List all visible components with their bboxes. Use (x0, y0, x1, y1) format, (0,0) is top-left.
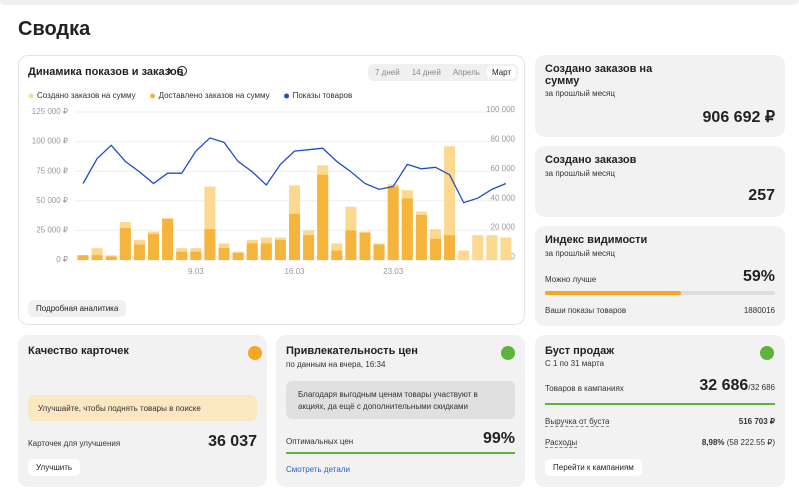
tab[interactable]: 14 дней (411, 68, 441, 77)
tab[interactable]: Апрель (452, 68, 480, 77)
expenses: 8,98% (58 222.55 ₽) (702, 438, 775, 447)
label: Оптимальных цен (286, 437, 354, 446)
quality-card: Качество карточек Улучшайте, чтобы подня… (18, 335, 267, 487)
campaigns-button[interactable]: Перейти к кампаниям (545, 459, 642, 476)
campaign-label: Товаров в кампаниях (545, 384, 624, 393)
top-bar (0, 0, 799, 5)
status: Можно лучше (545, 275, 597, 284)
improve-button[interactable]: Улучшить (28, 459, 81, 476)
details-link[interactable]: Смотреть детали (286, 465, 350, 474)
analytics-button[interactable]: Подробная аналитика (28, 300, 127, 317)
card-title: Создано заказов на сумму (545, 63, 653, 87)
tab[interactable]: 7 дней (375, 68, 400, 77)
card-subtitle: за прошлый месяц (545, 249, 615, 258)
tab[interactable]: Март (486, 66, 517, 79)
orders-count-card: Создано заказов за прошлый месяц 257 (535, 146, 785, 217)
campaign-total: /32 686 (748, 383, 775, 392)
ok-icon (760, 346, 774, 360)
notice: Улучшайте, чтобы поднять товары в поиске (28, 395, 257, 421)
revenue: 516 703 ₽ (738, 417, 775, 426)
card-title: Буст продаж (545, 345, 615, 357)
campaign-value: 32 686 (699, 377, 749, 394)
views-value: 1880016 (743, 306, 775, 315)
chart-title: Динамика показов и заказов (28, 66, 184, 78)
expenses-sum: (58 222.55 ₽) (726, 438, 775, 447)
value: 36 037 (208, 433, 257, 450)
views-label: Ваши показы товаров (545, 306, 627, 315)
progress-bar (545, 291, 681, 295)
card-subtitle: по данным на вчера, 16:34 (286, 360, 386, 369)
card-title: Создано заказов (545, 154, 637, 166)
visibility-card: Индекс видимости за прошлый месяц Можно … (535, 226, 785, 326)
warning-icon (248, 346, 262, 360)
notice: Благодаря выгодным ценам товары участвую… (286, 381, 515, 419)
revenue-label: Выручка от буста (545, 417, 610, 427)
expenses-label: Расходы (545, 438, 578, 448)
tabs: 7 дней 14 дней Апрель Март (368, 64, 519, 81)
progress-track (545, 291, 775, 295)
progress-line (545, 403, 775, 405)
card-subtitle: за прошлый месяц (545, 169, 615, 178)
card-title: Привлекательность цен (286, 345, 418, 357)
label: Карточек для улучшения (28, 439, 121, 448)
card-title: Индекс видимости (545, 234, 648, 246)
chart-card: Динамика показов и заказов 7 дней 14 дней… (18, 55, 525, 325)
orders-sum-card: Создано заказов на сумму за прошлый меся… (535, 55, 785, 137)
campaign: 32 686/32 686 (699, 377, 775, 395)
card-subtitle: С 1 по 31 марта (545, 359, 605, 368)
ok-icon (501, 346, 515, 360)
value: 99% (482, 430, 515, 447)
visibility-value: 59% (742, 268, 775, 285)
expenses-pct: 8,98% (701, 438, 725, 447)
boost-card: Буст продаж С 1 по 31 марта Товаров в ка… (535, 335, 785, 487)
price-card: Привлекательность цен по данным на вчера… (276, 335, 525, 487)
card-value: 257 (748, 187, 775, 204)
card-value: 906 692 ₽ (702, 109, 775, 126)
page-title: Сводка (18, 18, 91, 40)
progress-line (286, 452, 515, 454)
card-subtitle: за прошлый месяц (545, 89, 615, 98)
card-title: Качество карточек (28, 345, 129, 357)
